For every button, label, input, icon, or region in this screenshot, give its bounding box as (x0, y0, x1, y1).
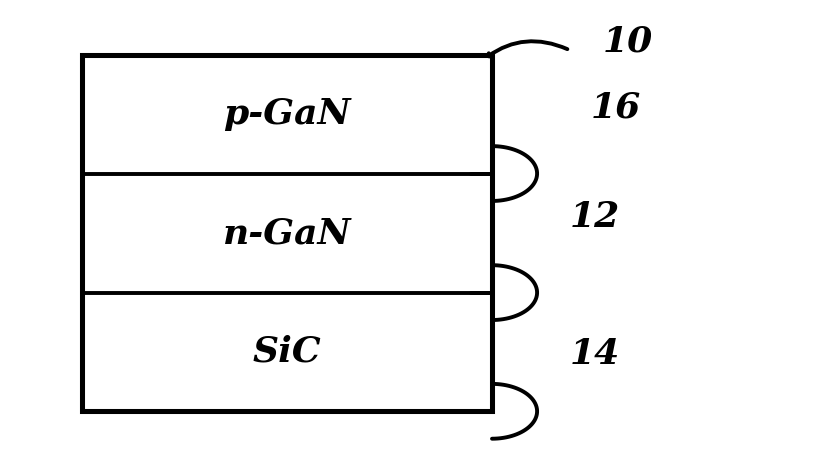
Text: 10: 10 (602, 24, 652, 58)
Text: n-GaN: n-GaN (223, 216, 351, 250)
Text: 16: 16 (590, 90, 640, 124)
Bar (82, 55, 491, 411)
Text: 14: 14 (569, 337, 619, 371)
Text: 12: 12 (569, 200, 619, 234)
Text: p-GaN: p-GaN (223, 97, 351, 131)
Text: SiC: SiC (252, 335, 321, 369)
